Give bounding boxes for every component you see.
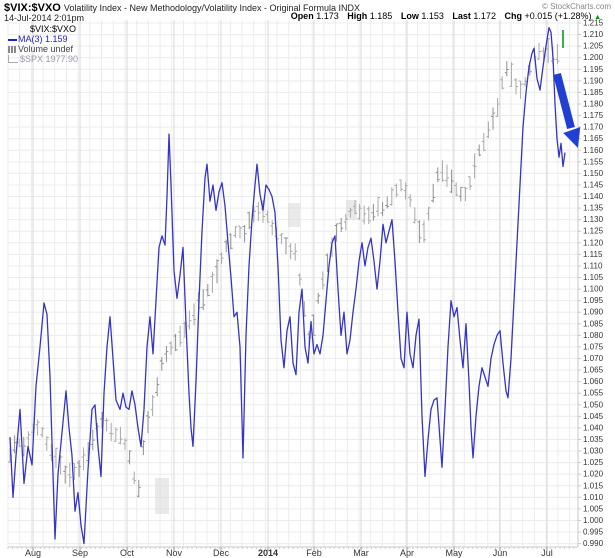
x-axis-month-label: Sep bbox=[72, 548, 88, 558]
down-arrow-head bbox=[563, 127, 581, 148]
y-axis-label: 1.210 bbox=[583, 30, 604, 39]
timestamp: 14-Jul-2014 2:01pm bbox=[4, 13, 85, 23]
low-value: 1.153 bbox=[421, 11, 444, 21]
x-axis-month-label: Jul bbox=[541, 548, 553, 558]
x-axis-month-label: Apr bbox=[400, 548, 414, 558]
y-axis-label: 1.185 bbox=[583, 88, 604, 97]
y-axis-label: 1.095 bbox=[583, 296, 604, 305]
y-axis-label: 1.030 bbox=[583, 447, 604, 456]
legend-symbol: $VIX:$VXO bbox=[30, 24, 77, 34]
down-arrow-shaft bbox=[553, 72, 575, 130]
last-label: Last bbox=[452, 11, 471, 21]
symbol-title: $VIX:$VXO Volatility Index - New Methodo… bbox=[4, 2, 360, 14]
y-axis-label: 1.035 bbox=[583, 435, 604, 444]
copyright: © StockCharts.com bbox=[541, 2, 611, 11]
y-axis-label: 1.090 bbox=[583, 308, 604, 317]
y-axis-label: 1.110 bbox=[583, 261, 603, 270]
symbol-description: Volatility Index - New Methodology/Volat… bbox=[63, 3, 361, 13]
x-axis-month-label: 2014 bbox=[258, 548, 278, 558]
y-axis-label: 1.130 bbox=[583, 215, 604, 224]
chg-value: +0.015 (+1.28%) bbox=[524, 11, 592, 21]
y-axis-label: 1.145 bbox=[583, 180, 604, 189]
y-axis-label: 1.060 bbox=[583, 377, 604, 386]
y-axis-label: 1.125 bbox=[583, 227, 604, 236]
legend-ma-label: MA(3) 1.159 bbox=[18, 34, 68, 44]
legend-ma[interactable]: MA(3) 1.159 bbox=[8, 35, 68, 44]
y-axis-label: 1.215 bbox=[583, 19, 604, 28]
y-axis-label: 1.195 bbox=[583, 65, 604, 74]
legend-volume[interactable]: Volume undef bbox=[8, 45, 73, 54]
y-axis-label: 1.175 bbox=[583, 111, 604, 120]
y-axis-label: 0.995 bbox=[583, 528, 604, 537]
y-axis-label: 1.040 bbox=[583, 423, 604, 432]
x-axis-month-label: Nov bbox=[166, 548, 183, 558]
legend-spx-label: $SPX 1977.90 bbox=[20, 54, 79, 64]
y-axis-label: 1.100 bbox=[583, 285, 604, 294]
y-axis-label: 1.200 bbox=[583, 53, 604, 62]
legend-volume-label: Volume undef bbox=[18, 44, 74, 54]
y-axis-label: 1.170 bbox=[583, 123, 604, 132]
y-axis-label: 1.190 bbox=[583, 76, 604, 85]
y-axis-label: 1.055 bbox=[583, 389, 604, 398]
x-axis-month-label: Oct bbox=[120, 548, 135, 558]
price-squiggle-icon bbox=[8, 55, 18, 63]
last-value: 1.172 bbox=[473, 11, 496, 21]
chg-label: Chg bbox=[504, 11, 522, 21]
x-axis-month-label: Dec bbox=[213, 548, 230, 558]
y-axis-label: 1.065 bbox=[583, 366, 604, 375]
x-axis-month-label: Mar bbox=[353, 548, 369, 558]
y-axis-label: 1.205 bbox=[583, 42, 604, 51]
volume-bars-icon bbox=[8, 46, 16, 53]
y-axis-label: 1.070 bbox=[583, 354, 604, 363]
low-label: Low bbox=[400, 11, 419, 21]
y-axis-label: 1.165 bbox=[583, 134, 604, 143]
spx-density-patch bbox=[155, 478, 169, 514]
y-axis-label: 1.160 bbox=[583, 146, 604, 155]
y-axis-label: 1.150 bbox=[583, 169, 604, 178]
up-triangle-icon: ▲ bbox=[594, 14, 601, 21]
y-axis-label: 1.080 bbox=[583, 331, 604, 340]
symbol-text: $VIX:$VXO bbox=[4, 2, 61, 14]
y-axis-label: 1.015 bbox=[583, 481, 604, 490]
open-label: Open bbox=[290, 11, 314, 21]
quote-line: Open 1.173 High 1.185 Low 1.153 Last 1.1… bbox=[285, 11, 601, 21]
y-axis-label: 1.155 bbox=[583, 157, 604, 166]
x-axis-month-label: Jun bbox=[493, 548, 508, 558]
ma-line-icon bbox=[8, 38, 17, 41]
y-axis-label: 1.085 bbox=[583, 319, 604, 328]
y-axis-label: 1.000 bbox=[583, 516, 604, 525]
y-axis-label: 1.135 bbox=[583, 204, 604, 213]
y-axis-label: 1.050 bbox=[583, 400, 604, 409]
y-axis-label: 1.140 bbox=[583, 192, 604, 201]
y-axis-label: 1.010 bbox=[583, 493, 604, 502]
x-axis-month-label: Feb bbox=[306, 548, 322, 558]
y-axis-label: 1.120 bbox=[583, 238, 604, 247]
legend-spx[interactable]: $SPX 1977.90 bbox=[8, 55, 78, 64]
open-value: 1.173 bbox=[316, 11, 339, 21]
y-axis-label: 1.075 bbox=[583, 342, 604, 351]
spx-density-patch bbox=[288, 203, 300, 227]
y-axis-label: 1.115 bbox=[583, 250, 603, 259]
y-axis-label: 1.020 bbox=[583, 470, 604, 479]
x-axis-month-label: May bbox=[445, 548, 463, 558]
ma3-line bbox=[9, 26, 566, 545]
high-label: High bbox=[347, 11, 368, 21]
y-axis-label: 1.105 bbox=[583, 273, 604, 282]
y-axis-label: 0.990 bbox=[583, 539, 604, 548]
high-value: 1.185 bbox=[369, 11, 393, 21]
x-axis-month-label: Aug bbox=[25, 548, 41, 558]
y-axis-label: 1.045 bbox=[583, 412, 604, 421]
y-axis-label: 1.005 bbox=[583, 504, 604, 513]
y-axis-label: 1.180 bbox=[583, 99, 604, 108]
y-axis-label: 1.025 bbox=[583, 458, 604, 467]
